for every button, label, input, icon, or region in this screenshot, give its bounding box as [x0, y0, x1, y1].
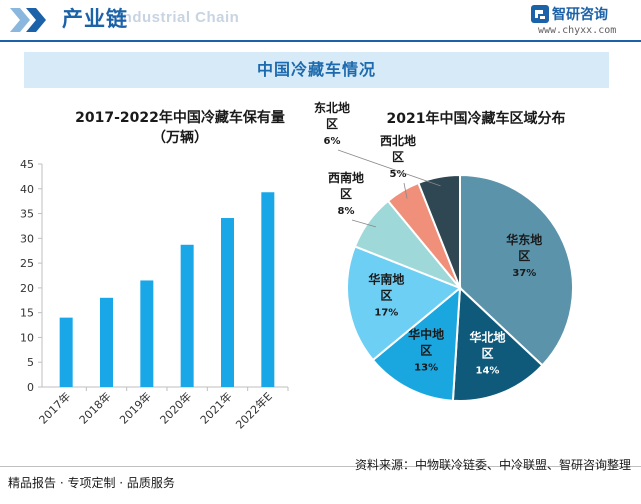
bar [180, 244, 194, 387]
data-source: 资料来源：中物联冷链委、中冷联盟、智研咨询整理 [354, 458, 631, 472]
bar [59, 317, 73, 387]
pie-slice [386, 181, 461, 289]
bar-chart-title: 2017-2022年中国冷藏车保有量 [75, 110, 285, 126]
bar [261, 192, 275, 387]
bar-x-tick-label: 2019年 [116, 389, 153, 426]
brand-name: 智研咨询 [552, 7, 608, 23]
brand: 智研咨询 www.chyxx.com [531, 3, 631, 39]
pie-value-label: 8% [338, 206, 355, 217]
pie-value-label: 37% [512, 268, 536, 279]
pie-value-label: 14% [475, 365, 499, 376]
pie-value-label: 13% [414, 362, 438, 373]
bar [221, 218, 234, 387]
pie-category-label: 华南地 [368, 272, 404, 287]
bar-y-tick-label: 5 [27, 356, 34, 369]
header-watermark-text: Industrial Chain [118, 9, 240, 26]
pie-category-label: 区 [420, 343, 432, 357]
bar [100, 297, 113, 387]
bar-x-tick-label: 2017年 [36, 389, 73, 426]
pie-slice [451, 285, 544, 402]
pie-slice [459, 173, 574, 367]
bar-y-tick-label: 15 [20, 307, 34, 320]
bar-y-tick-label: 45 [20, 158, 34, 171]
pie-category-label: 区 [518, 249, 530, 263]
bar-x-tick-label: 2022年E [233, 389, 275, 431]
pie-value-label: 17% [374, 308, 398, 319]
double-chevron-icon [10, 8, 46, 32]
bar-chart-unit: （万辆） [152, 130, 208, 146]
brand-logo-icon [531, 5, 549, 23]
pie-category-label: 区 [392, 150, 404, 164]
pie-category-label: 华北地 [469, 329, 505, 344]
brand-url: www.chyxx.com [538, 25, 617, 36]
main-banner: 中国冷藏车情况 [24, 52, 609, 88]
pie-category-label: 华中地 [408, 326, 444, 341]
bar-x-tick-label: 2021年 [197, 389, 234, 426]
bar-y-tick-label: 0 [27, 381, 34, 394]
pie-category-label: 区 [380, 289, 392, 303]
pie-category-label: 西北地 [380, 133, 416, 148]
pie-category-label: 西南地 [328, 170, 364, 185]
pie-slice [371, 285, 462, 402]
pie-value-label: 5% [390, 169, 407, 180]
bar-x-tick-label: 2020年 [157, 389, 194, 426]
bar-y-tick-label: 35 [20, 208, 34, 221]
pie-slice [346, 245, 462, 362]
header: Industrial Chain 产业链 智研咨询 www.chyxx.com [0, 0, 641, 42]
pie-category-label: 区 [340, 187, 352, 201]
pie-leader-line [403, 182, 408, 199]
footer-divider [0, 466, 641, 467]
pie-chart-title: 2021年中国冷藏车区域分布 [386, 111, 566, 127]
pie-slice [353, 199, 461, 289]
bar-y-tick-label: 25 [20, 257, 34, 270]
pie-leader-line [337, 149, 441, 187]
header-divider [0, 40, 641, 42]
bar-y-tick-label: 40 [20, 183, 34, 196]
pie-leader-line [351, 219, 377, 228]
bar-y-tick-label: 20 [20, 282, 34, 295]
bar-x-tick-label: 2018年 [76, 389, 113, 426]
pie-category-label: 区 [326, 117, 338, 131]
bar-y-tick-label: 10 [20, 331, 34, 344]
main-title: 中国冷藏车情况 [256, 60, 376, 79]
page-title: 产业链 [62, 7, 128, 31]
pie-category-label: 区 [481, 346, 493, 360]
bar-y-tick-label: 30 [20, 232, 34, 245]
pie-value-label: 6% [324, 136, 341, 147]
pie-category-label: 华东地 [506, 232, 542, 247]
footer-tagline: 精品报告 · 专项定制 · 品质服务 [8, 476, 175, 490]
bar-chart-title-block: 2017-2022年中国冷藏车保有量 （万辆） [40, 108, 320, 148]
bar [140, 280, 154, 387]
pie-slice [417, 173, 461, 289]
